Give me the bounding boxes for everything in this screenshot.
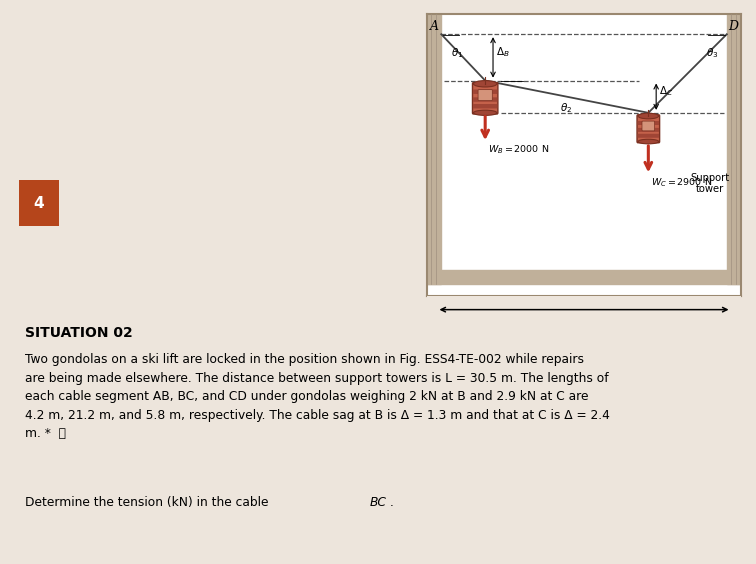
FancyBboxPatch shape [637,115,660,143]
Text: A: A [430,20,439,33]
FancyBboxPatch shape [642,121,655,131]
FancyBboxPatch shape [473,104,497,108]
Text: C: C [647,117,655,127]
Text: $\theta_2$: $\theta_2$ [560,102,573,116]
Text: Determine the tension (kN) in the cable: Determine the tension (kN) in the cable [25,496,272,509]
Bar [427,270,741,284]
FancyBboxPatch shape [473,98,497,102]
Text: $W_C = 2900\ \mathrm{N}$: $W_C = 2900\ \mathrm{N}$ [652,177,713,189]
Ellipse shape [473,110,497,116]
Text: 4: 4 [33,196,45,210]
Ellipse shape [473,81,497,87]
Bar [727,14,741,284]
FancyBboxPatch shape [472,82,498,114]
Text: $W_B = 2000\ \mathrm{N}$: $W_B = 2000\ \mathrm{N}$ [488,143,550,156]
Text: SITUATION 02: SITUATION 02 [25,327,132,340]
FancyBboxPatch shape [637,121,659,125]
FancyBboxPatch shape [478,90,492,100]
Text: B: B [481,84,488,94]
Text: $\Delta_C$: $\Delta_C$ [658,85,673,99]
Text: BC: BC [370,496,386,509]
Text: .: . [389,496,393,509]
Ellipse shape [638,113,658,119]
Bar [427,14,442,284]
Text: $L = 30.5\ \mathrm{m}$: $L = 30.5\ \mathrm{m}$ [553,320,615,333]
Text: Support
tower: Support tower [690,173,729,194]
FancyBboxPatch shape [473,90,497,94]
Text: $\theta_3$: $\theta_3$ [706,46,719,60]
Text: $\Delta_B$: $\Delta_B$ [495,45,510,59]
FancyBboxPatch shape [637,134,659,138]
FancyBboxPatch shape [637,128,659,132]
Ellipse shape [638,139,658,144]
Text: $\theta_1$: $\theta_1$ [451,46,463,60]
Text: D: D [728,20,739,33]
Text: Two gondolas on a ski lift are locked in the position shown in Fig. ESS4-TE-002 : Two gondolas on a ski lift are locked in… [25,353,609,440]
